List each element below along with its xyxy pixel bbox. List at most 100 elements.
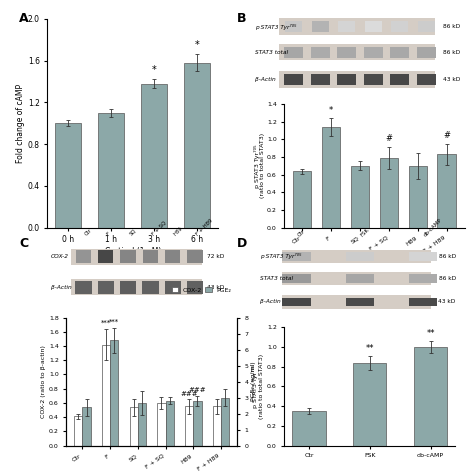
Text: H89: H89 [173, 225, 184, 237]
Y-axis label: PGE₂ (ng/ml): PGE₂ (ng/ml) [251, 362, 256, 401]
Text: β-Actin: β-Actin [51, 285, 72, 290]
Bar [292, 171, 311, 228]
Bar [164, 281, 181, 293]
Bar [98, 250, 113, 263]
Bar [409, 166, 428, 228]
X-axis label: Cortisol (1 μM): Cortisol (1 μM) [105, 247, 161, 256]
Bar [138, 403, 146, 446]
Text: F + H89: F + H89 [195, 218, 214, 237]
Text: STAT3 total: STAT3 total [260, 276, 293, 281]
Bar [283, 274, 311, 283]
Text: #: # [443, 131, 450, 140]
Bar [351, 166, 369, 228]
Bar [110, 340, 118, 446]
Bar [364, 74, 383, 85]
Text: 86 kD: 86 kD [438, 276, 456, 281]
Text: β-Actin: β-Actin [255, 77, 276, 82]
Y-axis label: COX-2 (ratio to β-actin): COX-2 (ratio to β-actin) [41, 345, 46, 418]
Bar [337, 46, 356, 58]
Text: Ctr: Ctr [83, 227, 92, 237]
Bar [71, 249, 202, 264]
Text: STAT3 total: STAT3 total [255, 50, 289, 55]
Bar [409, 252, 438, 261]
Legend: COX-2, PGE₂: COX-2, PGE₂ [169, 285, 234, 295]
Bar [380, 158, 398, 228]
Text: #: # [385, 134, 392, 143]
Bar [321, 127, 340, 228]
Bar [365, 21, 382, 32]
Bar [165, 250, 181, 263]
Text: db-cAMP: db-cAMP [423, 218, 443, 238]
Bar [391, 21, 408, 32]
Bar [98, 113, 124, 228]
Bar [312, 21, 329, 32]
Bar [129, 407, 138, 446]
Bar [390, 74, 409, 85]
Bar [283, 295, 431, 309]
Text: B: B [237, 12, 246, 25]
Bar [346, 274, 374, 283]
Bar [184, 63, 210, 228]
Bar [338, 21, 356, 32]
Text: COX-2: COX-2 [51, 254, 69, 259]
Bar [292, 411, 326, 446]
Bar [418, 21, 435, 32]
Text: F: F [106, 231, 111, 237]
Bar [187, 250, 203, 263]
Y-axis label: p STAT3 Tyr⁷⁰⁵
(ratio to total STAT3): p STAT3 Tyr⁷⁰⁵ (ratio to total STAT3) [254, 133, 265, 199]
Bar [311, 46, 330, 58]
Bar [353, 363, 386, 446]
Bar [364, 46, 383, 58]
Y-axis label: p STAT3 Tyr⁷⁰⁵
(ratio to total STAT3): p STAT3 Tyr⁷⁰⁵ (ratio to total STAT3) [252, 354, 264, 419]
Bar [279, 44, 435, 60]
Bar [283, 298, 311, 306]
Bar [311, 74, 330, 85]
Bar [279, 18, 435, 35]
Text: Ctr: Ctr [297, 229, 306, 238]
Bar [76, 250, 91, 263]
Bar [284, 46, 303, 58]
Text: 43 kD: 43 kD [438, 300, 456, 304]
Text: p STAT3 Tyr⁷⁰⁵: p STAT3 Tyr⁷⁰⁵ [260, 254, 301, 259]
Bar [438, 155, 456, 228]
Bar [285, 21, 302, 32]
Text: *: * [329, 106, 333, 115]
Bar [71, 280, 202, 295]
Text: ###: ### [189, 387, 206, 393]
Bar [141, 83, 167, 228]
Bar [82, 407, 91, 446]
Bar [346, 298, 374, 306]
Bar [409, 298, 438, 306]
Bar [284, 74, 303, 85]
Text: SQ: SQ [128, 228, 137, 237]
Bar [283, 272, 431, 285]
Text: 86 kD: 86 kD [438, 254, 456, 259]
Text: F + SQ: F + SQ [150, 220, 167, 237]
Text: ###: ### [180, 391, 198, 396]
Bar [283, 252, 311, 261]
Bar [120, 281, 136, 293]
Text: 43 kD: 43 kD [443, 77, 460, 82]
Bar [102, 345, 110, 446]
Text: C: C [19, 237, 28, 250]
Bar [74, 417, 82, 446]
Bar [165, 401, 174, 446]
Text: **: ** [365, 344, 374, 353]
Bar [143, 250, 158, 263]
Text: *: * [152, 65, 156, 75]
Bar [417, 74, 436, 85]
Bar [221, 398, 229, 446]
Text: D: D [237, 237, 247, 250]
Bar [414, 347, 447, 446]
Bar [417, 46, 436, 58]
Bar [142, 281, 158, 293]
Bar [279, 71, 435, 88]
Text: β-Actin: β-Actin [260, 300, 281, 304]
Bar [409, 274, 438, 283]
Text: 43 kD: 43 kD [207, 285, 224, 290]
Bar [193, 401, 201, 446]
Text: 86 kD: 86 kD [443, 50, 460, 55]
Bar [98, 281, 114, 293]
Bar [337, 74, 356, 85]
Text: A: A [19, 12, 28, 25]
